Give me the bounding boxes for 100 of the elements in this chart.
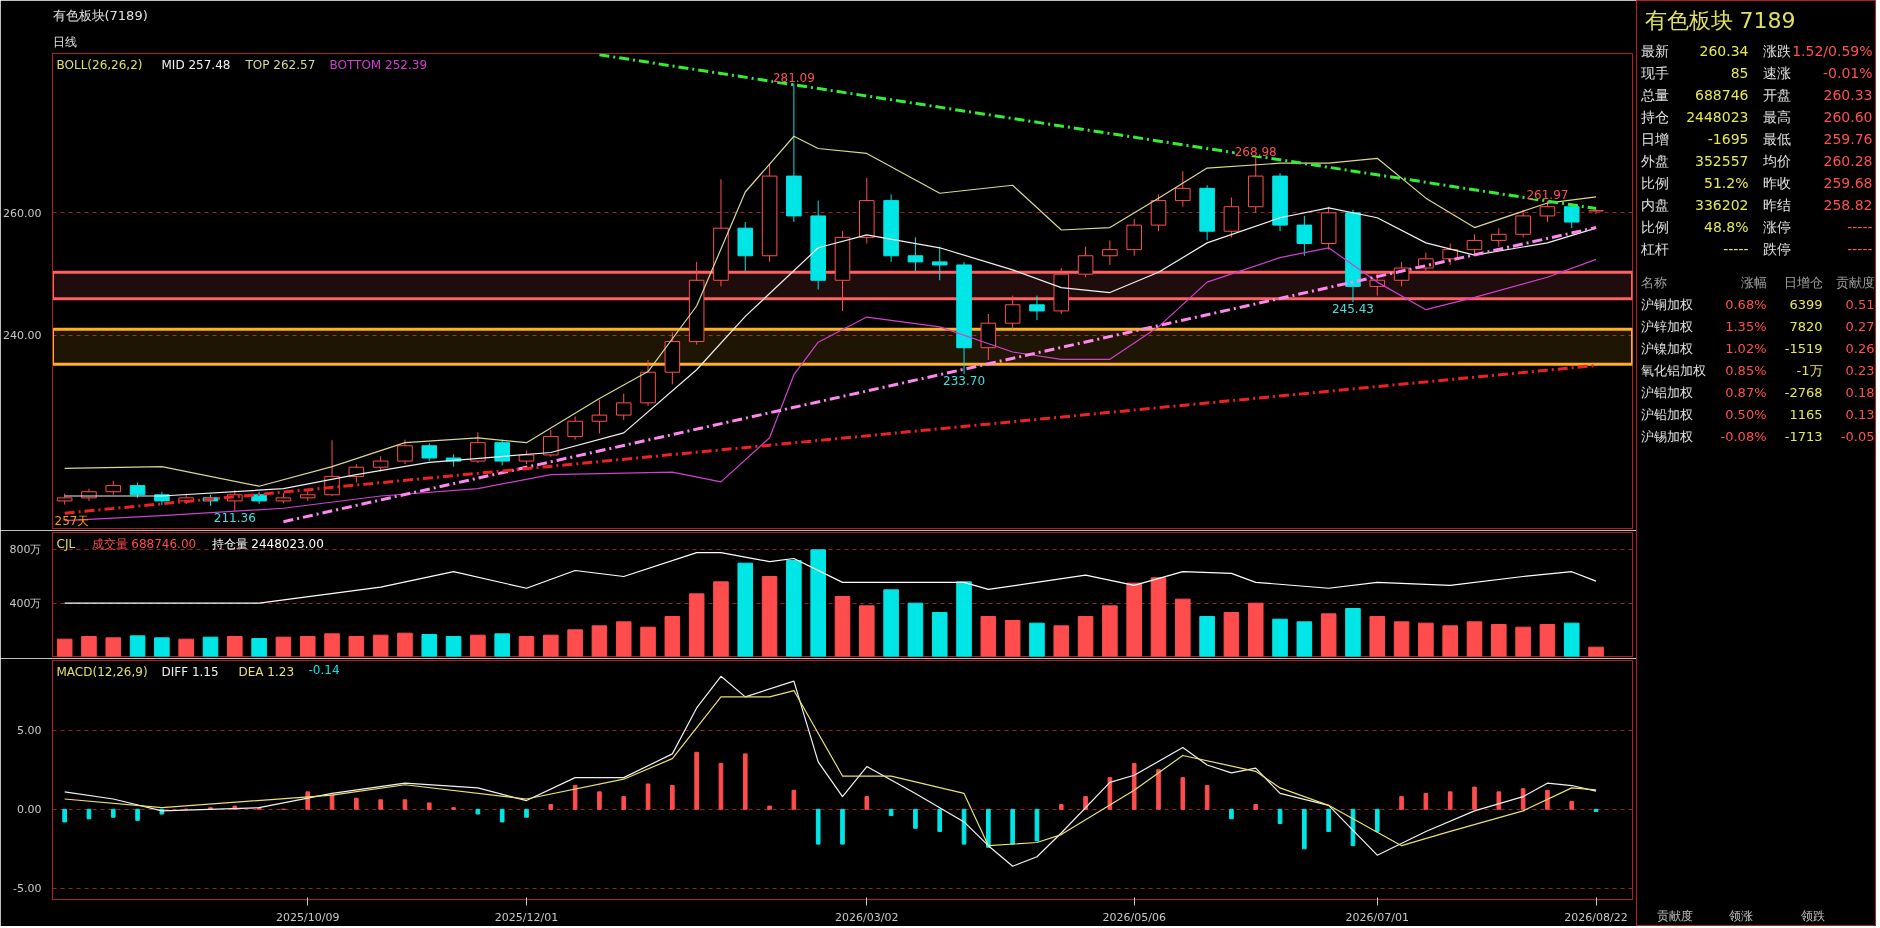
text: 260.33 xyxy=(1823,86,1873,103)
text: 259.76 xyxy=(1823,130,1873,147)
text: 沪铜加权 xyxy=(1640,297,1693,312)
text: 持仓 xyxy=(1640,108,1669,125)
text: 内盘 xyxy=(1640,196,1669,213)
annotation: BOLL(26,26,2) xyxy=(56,57,143,72)
y-tick-label: 0.00 xyxy=(17,803,42,817)
text: 0.18 xyxy=(1845,385,1875,400)
annotation: 211.36 xyxy=(213,510,256,525)
y-tick-label: 800万 xyxy=(9,543,42,557)
text: 领跌 xyxy=(1800,908,1825,923)
text: 贡献度 xyxy=(1835,275,1875,290)
text: 总量 xyxy=(1639,86,1669,103)
text: DEA 1.23 xyxy=(238,664,295,679)
text: -0.08% xyxy=(1720,429,1767,444)
text: 成交量 688746.00 xyxy=(91,536,197,551)
text: 0.26 xyxy=(1845,341,1875,356)
text: 跌停 xyxy=(1762,240,1791,257)
x-tick-label: 2025/12/01 xyxy=(494,910,559,924)
text: 名称 xyxy=(1640,275,1667,290)
text: -1695 xyxy=(1707,130,1749,147)
text: -1713 xyxy=(1784,429,1823,444)
y-tick-label: 260.00 xyxy=(3,206,42,220)
annotation: 261.97 xyxy=(1526,187,1569,202)
text: 0.85% xyxy=(1725,363,1767,378)
text: 外盘 xyxy=(1640,152,1669,169)
text: 51.2% xyxy=(1704,174,1749,191)
text: 258.82 xyxy=(1823,196,1873,213)
text: 贡献度 xyxy=(1656,908,1693,923)
text: 有色板块 7189 xyxy=(1644,7,1796,33)
text: 日增 xyxy=(1640,130,1669,147)
text: 85 xyxy=(1730,64,1749,81)
text: 杠杆 xyxy=(1639,240,1669,257)
text: 259.68 xyxy=(1823,174,1873,191)
text: 688746 xyxy=(1695,86,1749,103)
y-tick-label: -5.00 xyxy=(13,882,42,896)
text: 沪锌加权 xyxy=(1640,319,1693,334)
text: 336202 xyxy=(1695,196,1749,213)
text: 最低 xyxy=(1762,130,1791,147)
text: DIFF 1.15 xyxy=(161,664,219,679)
text: 352557 xyxy=(1695,152,1749,169)
y-tick-label: 400万 xyxy=(9,596,42,610)
text: 沪镍加权 xyxy=(1640,341,1693,356)
text: BOTTOM 252.39 xyxy=(329,57,428,72)
annotation: 233.70 xyxy=(943,374,986,389)
text: 0.13 xyxy=(1845,407,1875,422)
text: 氧化铝加权 xyxy=(1640,363,1706,378)
text: -0.05 xyxy=(1840,429,1875,444)
text: 260.28 xyxy=(1823,152,1873,169)
text: 7820 xyxy=(1789,319,1823,334)
text: 日增仓 xyxy=(1783,275,1823,290)
text: 0.27 xyxy=(1845,319,1875,334)
text: ----- xyxy=(1723,240,1749,257)
x-tick-label: 2026/08/22 xyxy=(1564,910,1628,924)
text: 比例 xyxy=(1640,174,1669,191)
text: -1519 xyxy=(1784,341,1823,356)
text: 涨停 xyxy=(1762,218,1791,235)
text: -2768 xyxy=(1784,385,1823,400)
text: 沪锡加权 xyxy=(1640,429,1693,444)
text: 0.51 xyxy=(1845,297,1875,312)
text: 开盘 xyxy=(1762,86,1791,103)
text: 0.50% xyxy=(1725,407,1767,422)
text: 1165 xyxy=(1789,407,1823,422)
y-tick-label: 5.00 xyxy=(17,724,42,738)
annotation: 245.43 xyxy=(1331,302,1374,317)
text: 1.52/0.59% xyxy=(1792,42,1873,59)
chart-subtitle: 日线 xyxy=(52,34,77,49)
x-tick-label: 2026/05/06 xyxy=(1102,910,1166,924)
y-tick-label: 240.00 xyxy=(3,329,42,343)
annotation: 281.09 xyxy=(772,70,815,85)
text: MID 257.48 xyxy=(161,57,231,72)
text: ----- xyxy=(1847,240,1873,257)
text: 沪铅加权 xyxy=(1640,407,1693,422)
text: 持仓量 2448023.00 xyxy=(211,536,324,551)
x-tick-label: 2025/10/09 xyxy=(276,910,340,924)
text: 1.35% xyxy=(1725,319,1767,334)
text: 最新 xyxy=(1640,42,1669,59)
text: 涨幅 xyxy=(1740,275,1767,290)
annotation: CJL xyxy=(56,536,76,551)
text: -0.01% xyxy=(1822,64,1873,81)
text: 1.02% xyxy=(1725,341,1767,356)
text: 0.87% xyxy=(1725,385,1767,400)
text: 0.23 xyxy=(1845,363,1875,378)
text: 昨结 xyxy=(1762,196,1791,213)
text: 昨收 xyxy=(1762,174,1791,191)
text: 速涨 xyxy=(1762,64,1791,81)
text: ----- xyxy=(1847,218,1873,235)
chart-title: 有色板块(7189) xyxy=(52,7,148,23)
text: 涨跌 xyxy=(1762,42,1791,59)
annotation: MACD(12,26,9) xyxy=(56,664,148,679)
text: -1万 xyxy=(1796,363,1823,378)
text: -0.14 xyxy=(308,662,340,677)
text: 沪铝加权 xyxy=(1640,385,1693,400)
x-tick-label: 2026/03/02 xyxy=(835,910,899,924)
text: 48.8% xyxy=(1704,218,1749,235)
text: 6399 xyxy=(1789,297,1823,312)
text: 均价 xyxy=(1761,152,1791,169)
x-tick-label: 2026/07/01 xyxy=(1345,910,1409,924)
text: 领涨 xyxy=(1728,908,1753,923)
text: 比例 xyxy=(1640,218,1669,235)
